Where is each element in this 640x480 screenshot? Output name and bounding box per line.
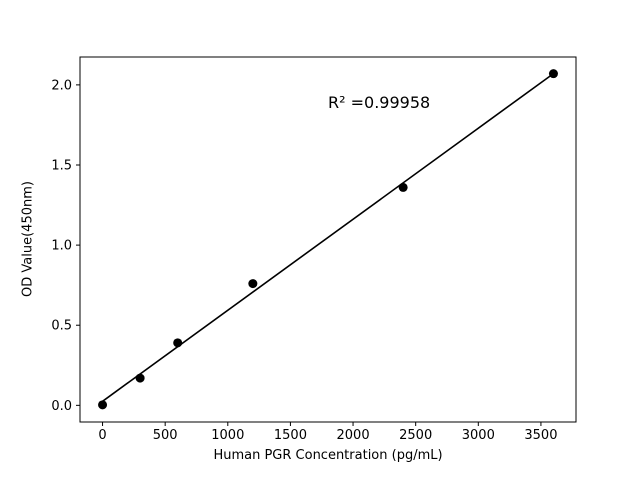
fit-line	[102, 72, 554, 402]
x-tick-label: 3500	[524, 428, 557, 443]
axes-box	[79, 56, 577, 423]
y-tick-label: 1.5	[51, 158, 72, 173]
y-tick-label: 0.5	[51, 319, 72, 334]
data-point	[173, 338, 183, 348]
y-axis-label: OD Value(450nm)	[20, 181, 36, 297]
y-tick-label: 0.0	[51, 399, 72, 414]
x-tick-label: 2500	[399, 428, 432, 443]
data-point	[398, 182, 408, 192]
data-point	[248, 279, 258, 289]
y-tick-label: 2.0	[51, 78, 72, 93]
x-tick-label: 3000	[462, 428, 495, 443]
x-tick-label: 1000	[211, 428, 244, 443]
x-axis-label: Human PGR Concentration (pg/mL)	[213, 448, 443, 463]
y-tick-label: 1.0	[51, 239, 72, 254]
data-point	[548, 69, 558, 79]
x-tick-label: 0	[98, 428, 106, 443]
data-point	[135, 373, 145, 383]
x-tick-label: 1500	[274, 428, 307, 443]
x-tick-label: 2000	[337, 428, 370, 443]
r-squared-annotation: R² =0.99958	[328, 92, 431, 112]
x-tick-label: 500	[153, 428, 178, 443]
data-point	[98, 400, 108, 410]
